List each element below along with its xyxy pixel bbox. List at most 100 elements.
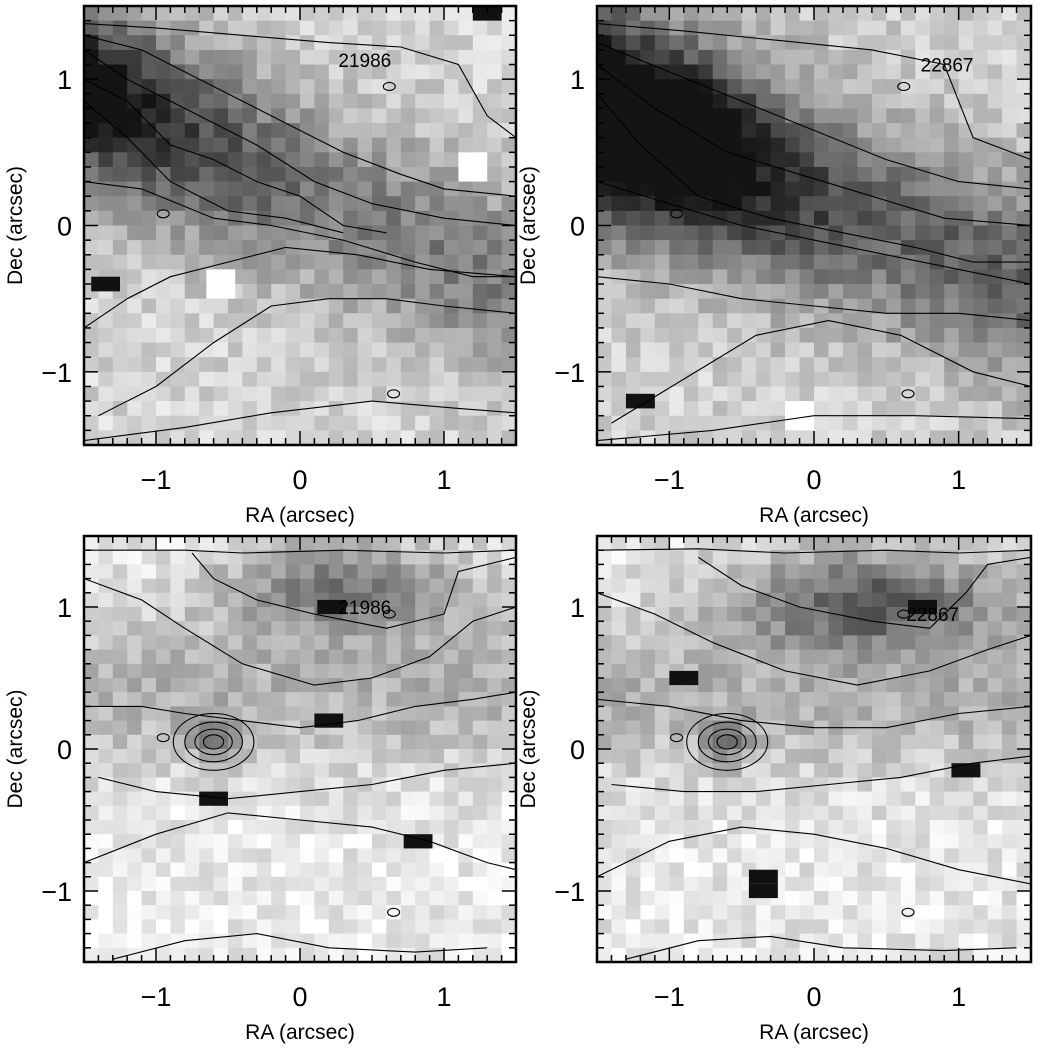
- heatmap-cell: [814, 152, 830, 168]
- heatmap-cell: [900, 578, 916, 594]
- heatmap-cell: [472, 357, 488, 373]
- heatmap-cell: [929, 805, 945, 821]
- heatmap-cell: [199, 820, 215, 835]
- contour-line: [98, 762, 516, 800]
- heatmap-cell: [814, 284, 830, 300]
- heatmap-cell: [213, 415, 229, 431]
- heatmap-cell: [343, 386, 359, 402]
- heatmap-cell: [458, 93, 474, 110]
- heatmap-cell: [343, 621, 359, 636]
- heatmap-cell: [625, 749, 641, 764]
- heatmap-cell: [698, 649, 714, 665]
- heatmap-cell: [372, 210, 387, 227]
- heatmap-cell: [785, 919, 801, 935]
- heatmap-cell: [156, 123, 171, 139]
- heatmap-cell: [611, 947, 627, 962]
- heatmap-cell: [458, 720, 474, 736]
- heatmap-cell: [1002, 225, 1018, 241]
- heatmap-cell: [314, 123, 330, 139]
- heatmap-cell: [156, 578, 171, 594]
- heatmap-cell: [501, 254, 516, 270]
- heatmap-cell: [256, 430, 272, 445]
- heatmap-cell: [814, 313, 830, 329]
- heatmap-cell: [814, 649, 830, 665]
- heatmap-cell: [242, 678, 258, 693]
- heatmap-cell: [814, 64, 830, 80]
- heatmap-cell: [900, 848, 916, 864]
- heatmap-cell: [625, 777, 641, 793]
- heatmap-cell: [654, 678, 670, 693]
- heatmap-cell: [712, 357, 728, 373]
- heatmap-cell: [213, 578, 229, 594]
- heatmap-cell: [343, 401, 359, 417]
- heatmap-cell: [987, 313, 1003, 329]
- heatmap-cell: [458, 20, 474, 36]
- heatmap-cell: [501, 592, 516, 608]
- heatmap-cell: [1002, 550, 1018, 565]
- heatmap-cell: [400, 371, 416, 388]
- heatmap-cell: [828, 181, 844, 197]
- heatmap-cell: [472, 862, 488, 878]
- heatmap-cell: [112, 820, 128, 835]
- heatmap-cell: [857, 430, 873, 445]
- y-tick-label: −1: [41, 877, 72, 907]
- heatmap-cell: [256, 947, 272, 962]
- heatmap-cell: [429, 536, 445, 551]
- heatmap-cell: [973, 357, 989, 373]
- heatmap-cell: [84, 327, 99, 344]
- heatmap-cell: [415, 876, 431, 892]
- heatmap-cell: [611, 64, 627, 80]
- heatmap-cell: [112, 181, 128, 197]
- heatmap-cell: [242, 536, 258, 551]
- heatmap-cell: [472, 777, 488, 793]
- heatmap-cell: [712, 6, 728, 22]
- heatmap-cell: [127, 371, 143, 388]
- heatmap-cell: [242, 706, 258, 722]
- heatmap-cell: [756, 706, 772, 722]
- heatmap-cell: [112, 947, 128, 962]
- heatmap-cell: [886, 327, 902, 344]
- heatmap-cell: [654, 607, 670, 622]
- heatmap-cell: [127, 663, 143, 679]
- heatmap-cell: [458, 342, 474, 358]
- heatmap-cell: [857, 49, 873, 66]
- heatmap-cell: [944, 415, 960, 431]
- heatmap-cell: [444, 820, 459, 835]
- heatmap-cell: [458, 933, 474, 949]
- heatmap-cell: [973, 820, 989, 835]
- heatmap-cell: [170, 678, 186, 693]
- heatmap-cell: [501, 820, 516, 835]
- heatmap-cell: [756, 635, 772, 651]
- heatmap-cell: [625, 415, 641, 431]
- x-tick-label: 0: [292, 982, 307, 1012]
- heatmap-cell: [84, 621, 99, 636]
- heatmap-cell: [770, 848, 786, 864]
- heatmap-cell: [625, 313, 641, 329]
- heatmap-cell: [1002, 763, 1018, 778]
- heatmap-cell: [501, 763, 516, 778]
- heatmap-cell: [228, 196, 243, 212]
- contour-loop: [670, 209, 684, 219]
- heatmap-cell: [285, 678, 301, 693]
- heatmap-cell: [415, 862, 431, 878]
- heatmap-cell: [242, 49, 258, 66]
- heatmap-cell: [170, 284, 186, 300]
- heatmap-cell: [1016, 848, 1031, 864]
- heatmap-cell: [785, 20, 801, 36]
- heatmap-cell: [170, 536, 186, 551]
- heatmap-cell: [727, 284, 743, 300]
- heatmap-cell: [429, 876, 445, 892]
- heatmap-cell: [799, 166, 815, 183]
- heatmap-cell: [915, 79, 931, 95]
- heatmap-cell: [285, 284, 301, 300]
- heatmap-cell: [458, 196, 474, 212]
- heatmap-cell: [328, 947, 344, 962]
- heatmap-cell: [842, 430, 858, 445]
- heatmap-cell: [487, 20, 503, 36]
- heatmap-cell: [228, 720, 243, 736]
- heatmap-cell: [84, 678, 99, 693]
- heatmap-cell: [973, 706, 989, 722]
- heatmap-cell: [857, 663, 873, 679]
- heatmap-cell: [640, 35, 656, 51]
- heatmap-cell: [472, 550, 488, 565]
